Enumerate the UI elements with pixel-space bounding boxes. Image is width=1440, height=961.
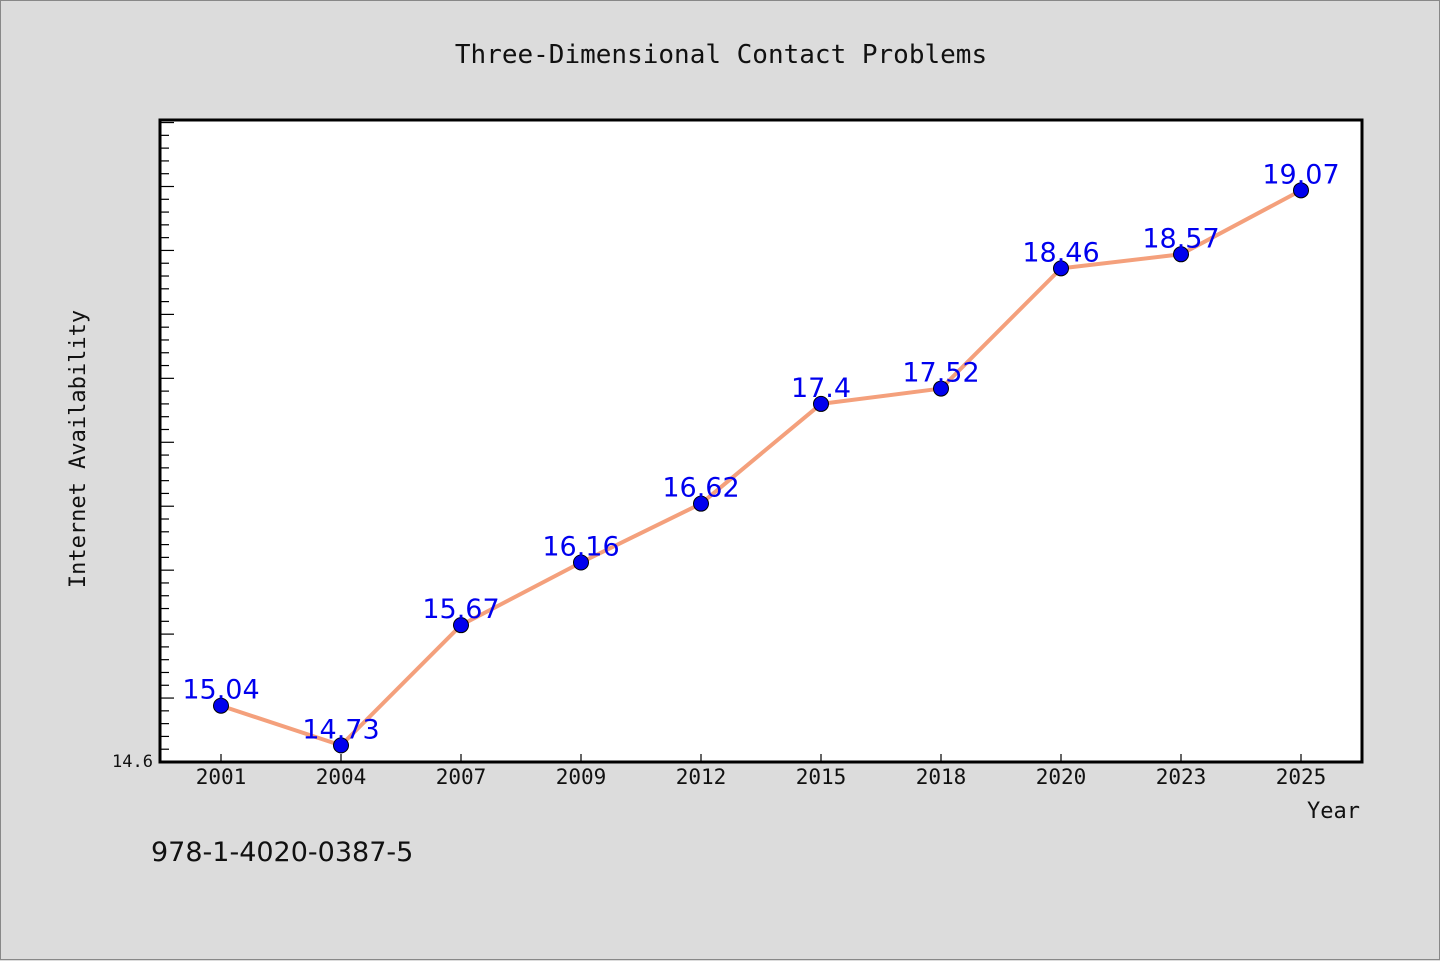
x-axis: 2001 2004 2007 2009 2012 2015 2018 2020 2023 2025	[196, 754, 1327, 789]
x-tick-label: 2004	[316, 765, 367, 789]
data-label: 18.57	[1142, 223, 1219, 254]
data-labels: 15.04 14.73 15.67 16.16 16.62 17.4 17.52 18.46 1…	[182, 159, 1339, 745]
plot-area	[158, 118, 1364, 764]
x-tick-label: 2018	[916, 765, 967, 789]
x-tick-label: 2009	[556, 765, 607, 789]
data-point	[693, 495, 709, 512]
x-tick-label: 2015	[796, 765, 847, 789]
data-point	[1293, 182, 1309, 199]
isbn-code: 978-1-4020-0387-5	[151, 837, 414, 868]
chart-title: Three-Dimensional Contact Problems	[455, 40, 987, 70]
data-point	[813, 395, 829, 412]
data-point	[453, 617, 469, 634]
data-point	[1173, 246, 1189, 263]
x-tick-label: 2023	[1156, 765, 1207, 789]
y-axis-min-label: 14.6	[112, 752, 153, 772]
data-label: 18.46	[1022, 237, 1099, 268]
data-markers	[213, 182, 1309, 754]
data-label: 14.73	[302, 714, 379, 745]
x-tick-label: 2012	[676, 765, 727, 789]
y-axis-label: Internet Availability	[66, 310, 91, 588]
x-tick-label: 2007	[436, 765, 487, 789]
data-point	[573, 554, 589, 571]
data-label: 19.07	[1262, 159, 1339, 190]
x-tick-label: 2001	[196, 765, 247, 789]
data-point	[1053, 260, 1069, 277]
series-line	[220, 188, 1302, 748]
data-label: 15.67	[422, 594, 499, 625]
data-point	[933, 380, 949, 397]
x-axis-label: Year	[1307, 799, 1360, 824]
x-tick-label: 2025	[1276, 765, 1327, 789]
data-point	[213, 697, 229, 714]
y-axis-ticks	[160, 121, 174, 763]
data-label: 15.04	[182, 675, 259, 706]
data-point	[333, 737, 349, 754]
x-tick-label: 2020	[1036, 765, 1087, 789]
data-label: 17.4	[791, 373, 851, 404]
data-label: 17.52	[902, 358, 979, 389]
data-label: 16.16	[542, 531, 619, 562]
data-label: 16.62	[662, 473, 739, 504]
